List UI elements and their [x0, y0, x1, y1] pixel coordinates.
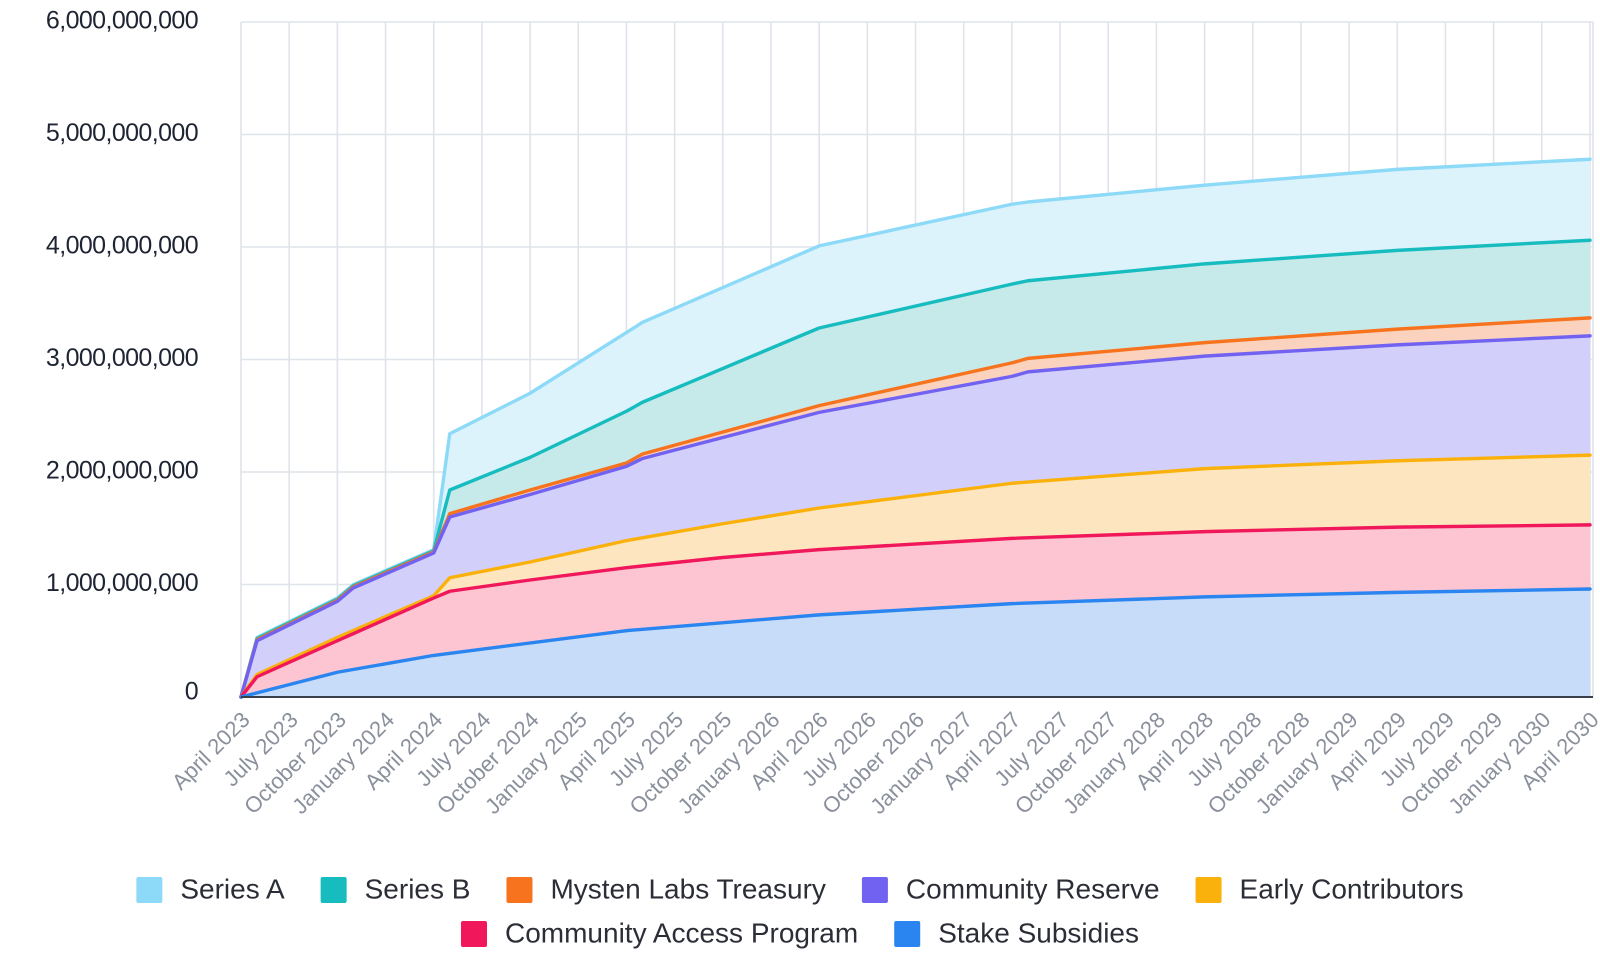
- legend-label: Early Contributors: [1240, 873, 1464, 904]
- legend-item-series-b: Series B: [320, 873, 471, 904]
- legend-label: Community Access Program: [505, 917, 858, 948]
- y-tick-label: 5,000,000,000: [46, 119, 198, 147]
- legend-label: Stake Subsidies: [938, 917, 1139, 948]
- y-tick-label: 2,000,000,000: [46, 457, 198, 485]
- legend-item-community-reserve: Community Reserve: [861, 873, 1160, 904]
- line-stake-subsidies: [239, 587, 1592, 699]
- line-community-reserve: [239, 334, 1592, 699]
- legend-swatch: [1195, 877, 1222, 903]
- line-community-access-program: [239, 523, 1592, 699]
- legend-swatch: [861, 877, 888, 903]
- y-tick-label: 0: [185, 678, 198, 706]
- y-tick-label: 1,000,000,000: [46, 569, 198, 597]
- legend-label: Community Reserve: [906, 873, 1160, 904]
- area-stake-subsidies: [241, 589, 1590, 697]
- legend-label: Series A: [180, 873, 285, 904]
- legend-swatch: [894, 921, 921, 947]
- legend-swatch: [506, 877, 533, 903]
- legend-item-community-access-program: Community Access Program: [460, 917, 858, 948]
- line-early-contributors: [239, 453, 1592, 699]
- legend-swatch: [136, 877, 163, 903]
- y-tick-label: 6,000,000,000: [46, 7, 198, 35]
- legend-label: Mysten Labs Treasury: [550, 873, 825, 904]
- legend-swatch: [320, 877, 347, 903]
- legend: Series A Series B Mysten Labs Treasury Comm…: [136, 873, 1464, 948]
- legend-item-stake-subsidies: Stake Subsidies: [894, 917, 1139, 948]
- legend-item-mysten-labs-treasury: Mysten Labs Treasury: [506, 873, 826, 904]
- area-fills: [241, 159, 1590, 697]
- y-tick-label: 3,000,000,000: [46, 344, 198, 372]
- y-tick-label: 4,000,000,000: [46, 232, 198, 260]
- legend-label: Series B: [365, 873, 471, 904]
- y-axis-ticks: 0 1,000,000,000 2,000,000,000 3,000,000,000…: [46, 7, 199, 706]
- area-lines: [239, 157, 1592, 699]
- legend-item-series-a: Series A: [136, 873, 285, 904]
- legend-swatch: [460, 921, 487, 947]
- legend-item-early-contributors: Early Contributors: [1195, 873, 1464, 904]
